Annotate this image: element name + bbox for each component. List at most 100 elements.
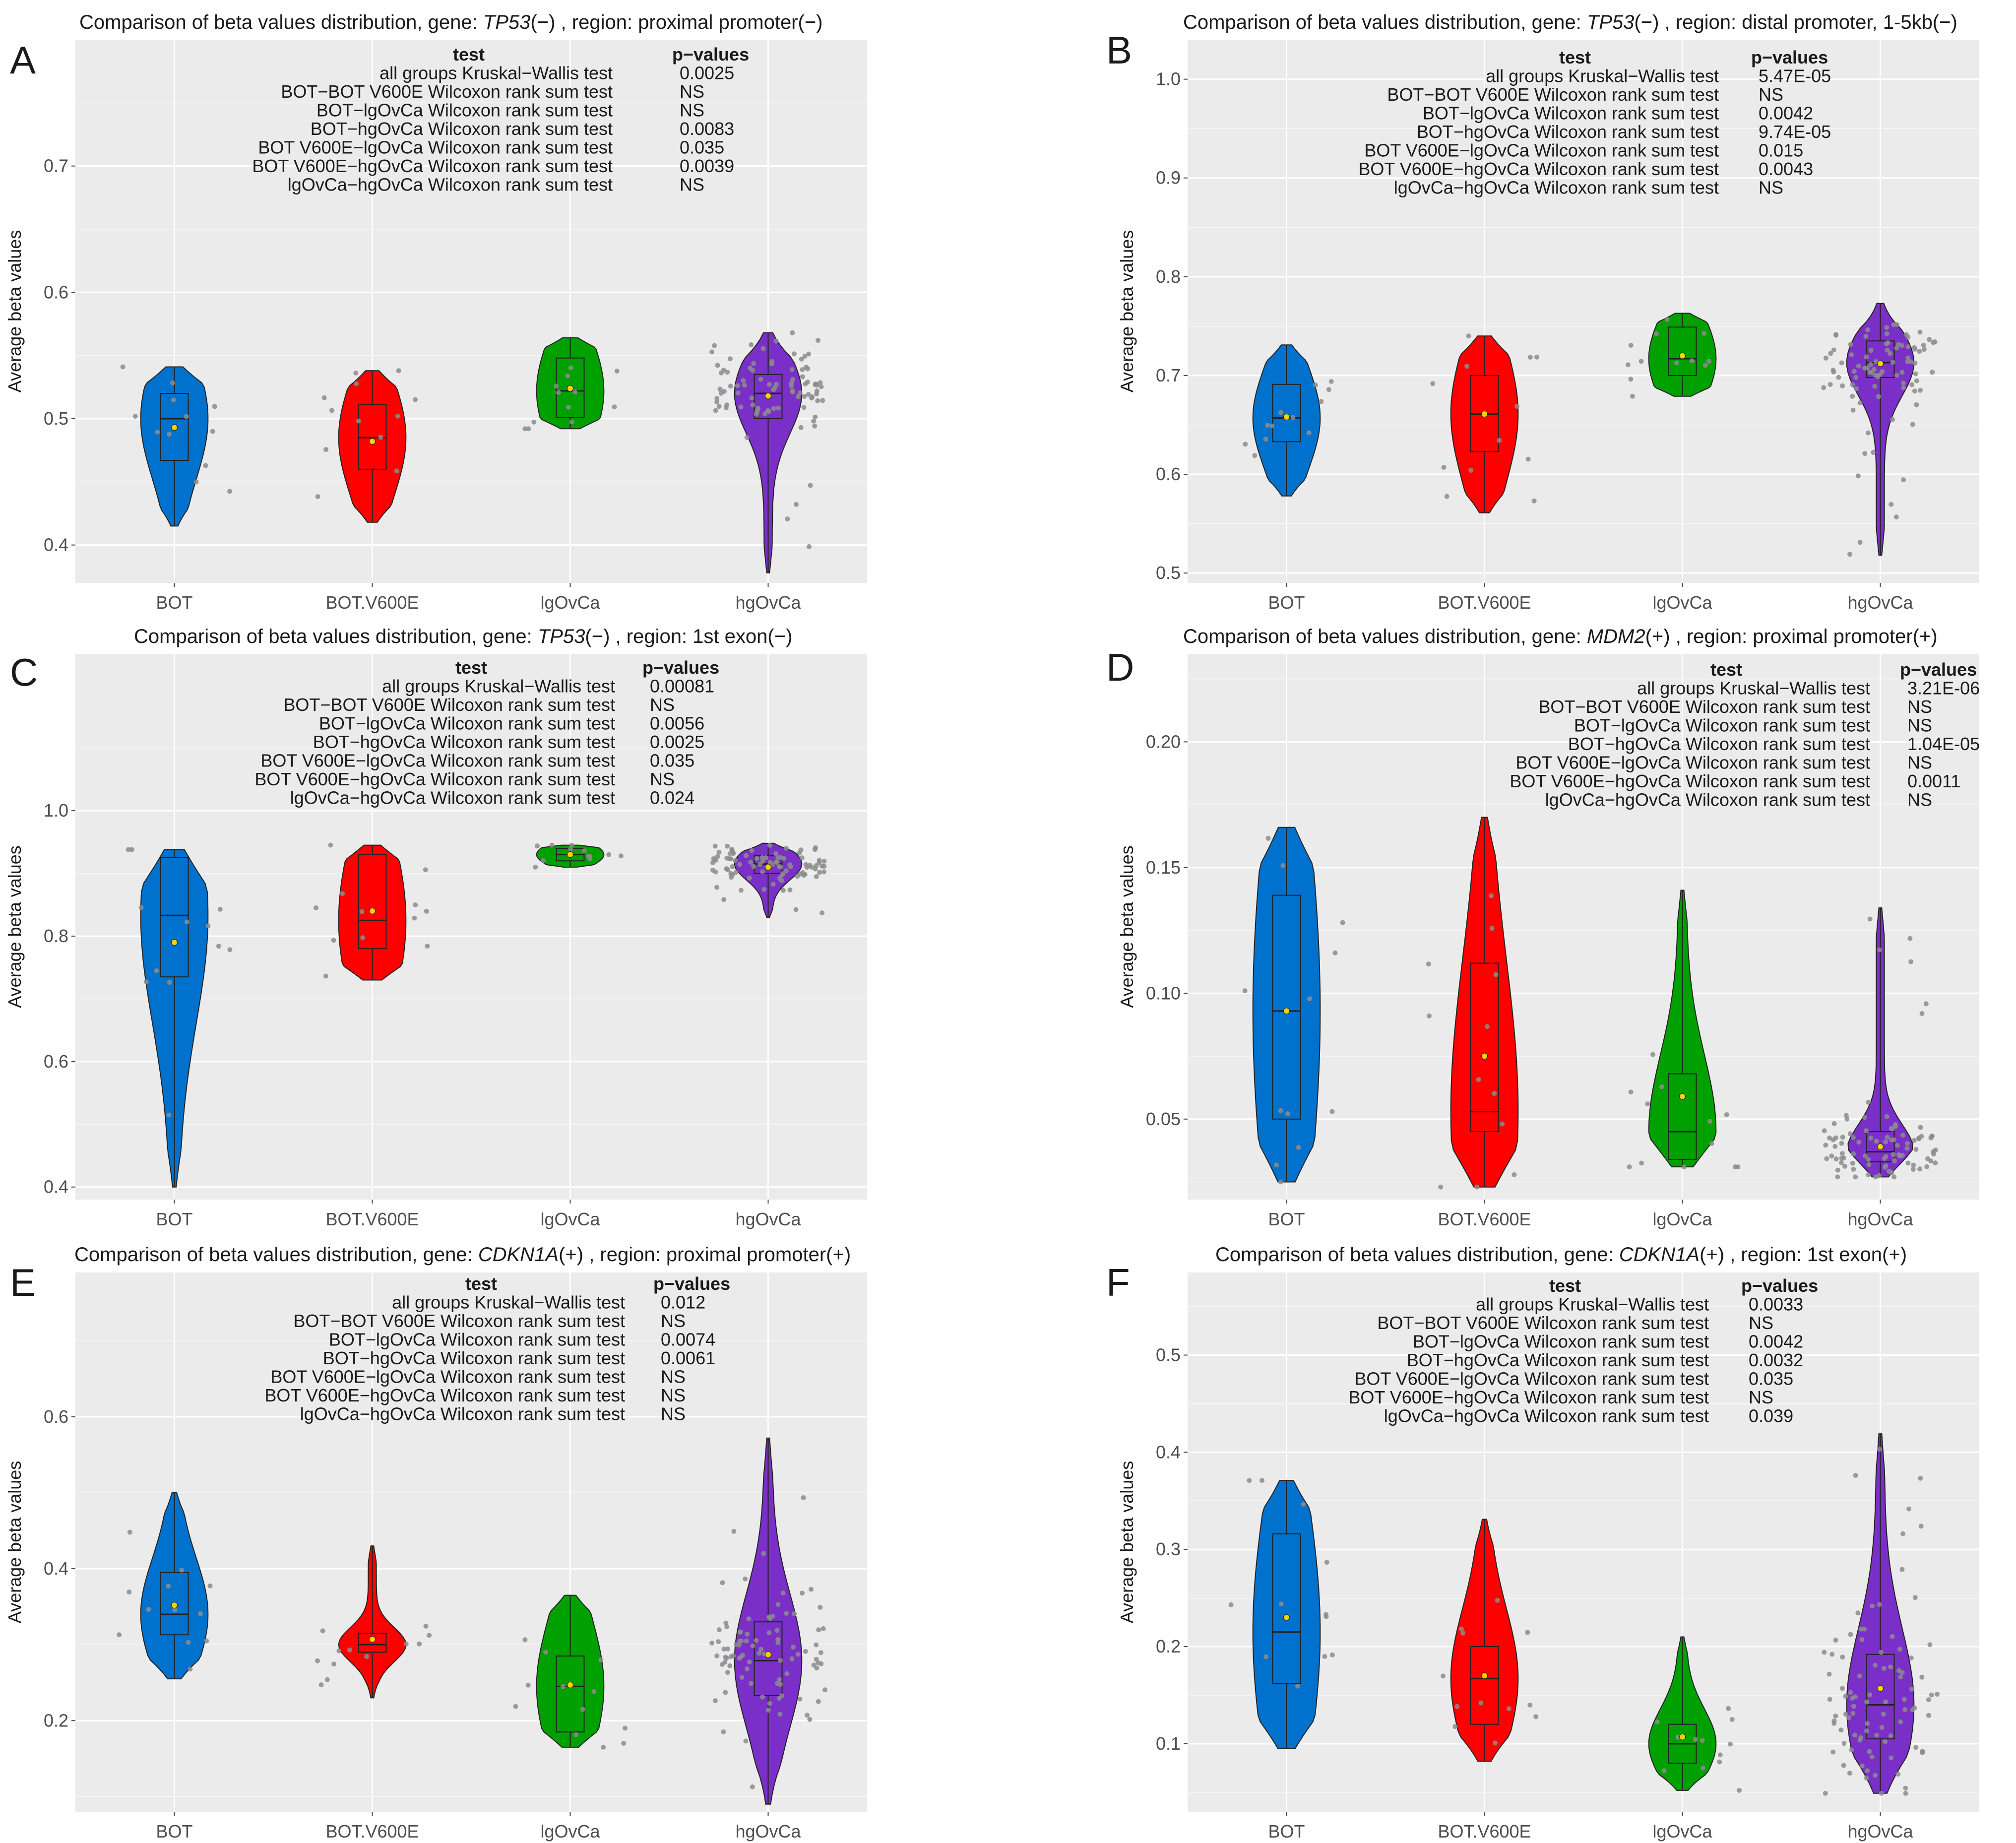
jitter-point bbox=[761, 887, 767, 892]
jitter-point bbox=[1890, 1126, 1894, 1132]
jitter-point bbox=[155, 429, 160, 435]
jitter-point bbox=[1823, 1790, 1828, 1796]
jitter-point bbox=[1733, 1164, 1738, 1170]
stats-row-p: 5.47E-05 bbox=[1759, 66, 1831, 86]
jitter-point bbox=[315, 494, 320, 499]
jitter-point bbox=[1909, 1687, 1914, 1692]
jitter-point bbox=[1729, 1717, 1735, 1722]
jitter-point bbox=[1661, 1768, 1667, 1774]
jitter-point bbox=[1879, 1650, 1884, 1655]
jitter-point bbox=[1849, 1696, 1855, 1701]
jitter-point bbox=[556, 390, 561, 395]
mean-marker bbox=[1283, 414, 1290, 421]
x-tick-label: BOT bbox=[1268, 1209, 1305, 1229]
jitter-point bbox=[738, 1629, 743, 1635]
y-tick-label: 0.8 bbox=[44, 926, 68, 946]
jitter-point bbox=[1824, 1156, 1829, 1161]
stats-header-test: test bbox=[453, 44, 485, 64]
jitter-point bbox=[747, 1659, 752, 1665]
jitter-point bbox=[1900, 1133, 1905, 1138]
jitter-point bbox=[1833, 332, 1838, 338]
jitter-point bbox=[1322, 1654, 1327, 1659]
x-tick-label: hgOvCa bbox=[735, 1821, 801, 1842]
jitter-point bbox=[210, 429, 215, 434]
jitter-point bbox=[745, 1666, 750, 1671]
jitter-point bbox=[543, 1650, 549, 1655]
stats-header-test: test bbox=[455, 657, 487, 678]
jitter-point bbox=[777, 876, 782, 881]
jitter-point bbox=[580, 1707, 585, 1712]
x-tick-label: hgOvCa bbox=[1847, 592, 1913, 613]
jitter-point bbox=[1841, 1741, 1847, 1746]
jitter-point bbox=[800, 374, 805, 380]
jitter-point bbox=[184, 919, 189, 925]
jitter-point bbox=[1493, 1740, 1498, 1746]
jitter-point bbox=[1332, 950, 1338, 955]
jitter-point bbox=[1881, 1666, 1887, 1671]
jitter-point bbox=[709, 349, 715, 355]
jitter-point bbox=[1829, 1652, 1835, 1657]
jitter-point bbox=[1906, 1506, 1911, 1512]
jitter-point bbox=[1263, 437, 1268, 442]
y-tick-label: 0.7 bbox=[44, 156, 68, 176]
jitter-point bbox=[769, 359, 775, 364]
jitter-point bbox=[807, 862, 813, 868]
y-tick-label: 0.1 bbox=[1156, 1733, 1181, 1754]
jitter-point bbox=[1885, 340, 1890, 345]
jitter-point bbox=[1243, 442, 1248, 447]
x-tick-label: BOT bbox=[156, 592, 192, 613]
stats-row-test: lgOvCa−hgOvCa Wilcoxon rank sum test bbox=[1384, 1406, 1709, 1426]
jitter-point bbox=[1534, 354, 1539, 360]
jitter-point bbox=[1278, 410, 1284, 415]
jitter-point bbox=[1831, 1720, 1837, 1726]
stats-row-p: NS bbox=[650, 769, 675, 789]
jitter-point bbox=[1912, 1595, 1918, 1600]
jitter-point bbox=[1876, 394, 1881, 399]
jitter-point bbox=[184, 414, 189, 419]
jitter-point bbox=[1905, 344, 1911, 349]
jitter-point bbox=[1823, 1143, 1828, 1148]
jitter-point bbox=[794, 502, 799, 507]
stats-row-p: NS bbox=[650, 695, 675, 715]
jitter-point bbox=[1900, 381, 1906, 386]
title-suffix: (−) , region: proximal promoter(−) bbox=[530, 11, 822, 33]
mean-marker bbox=[1679, 1093, 1686, 1100]
jitter-point bbox=[1888, 1733, 1893, 1738]
jitter-point bbox=[129, 847, 134, 852]
jitter-point bbox=[757, 862, 762, 867]
title-suffix: (+) , region: 1st exon(+) bbox=[1700, 1244, 1907, 1266]
jitter-point bbox=[1890, 360, 1895, 365]
jitter-point bbox=[1850, 407, 1856, 413]
jitter-point bbox=[1707, 1119, 1712, 1124]
y-tick-label: 0.15 bbox=[1146, 857, 1181, 878]
jitter-point bbox=[522, 426, 528, 432]
y-tick-label: 0.4 bbox=[44, 1558, 68, 1579]
mean-marker bbox=[1679, 1733, 1686, 1740]
jitter-point bbox=[714, 396, 720, 401]
jitter-point bbox=[1454, 1704, 1460, 1709]
jitter-point bbox=[323, 973, 328, 979]
mean-marker bbox=[1481, 1053, 1488, 1060]
jitter-point bbox=[1901, 385, 1906, 390]
jitter-point bbox=[1693, 1737, 1698, 1742]
jitter-point bbox=[1841, 1763, 1846, 1768]
jitter-point bbox=[359, 909, 365, 914]
jitter-point bbox=[715, 854, 720, 859]
jitter-point bbox=[767, 1616, 772, 1621]
jitter-point bbox=[340, 891, 345, 896]
x-tick-label: BOT.V600E bbox=[1438, 592, 1531, 613]
mean-marker bbox=[1877, 1685, 1884, 1692]
jitter-point bbox=[728, 871, 734, 876]
jitter-point bbox=[1438, 1184, 1444, 1190]
box-iqr bbox=[1272, 383, 1301, 443]
jitter-point bbox=[569, 419, 574, 425]
jitter-point bbox=[819, 863, 824, 869]
panel-letter: F bbox=[1106, 1261, 1130, 1304]
stats-row-test: BOT V600E−lgOvCa Wilcoxon rank sum test bbox=[1515, 753, 1870, 773]
jitter-point bbox=[760, 869, 765, 875]
y-tick-label: 0.5 bbox=[44, 408, 68, 429]
jitter-point bbox=[623, 1725, 628, 1731]
jitter-point bbox=[1900, 1531, 1906, 1536]
jitter-point bbox=[789, 1656, 795, 1661]
jitter-point bbox=[800, 367, 805, 373]
